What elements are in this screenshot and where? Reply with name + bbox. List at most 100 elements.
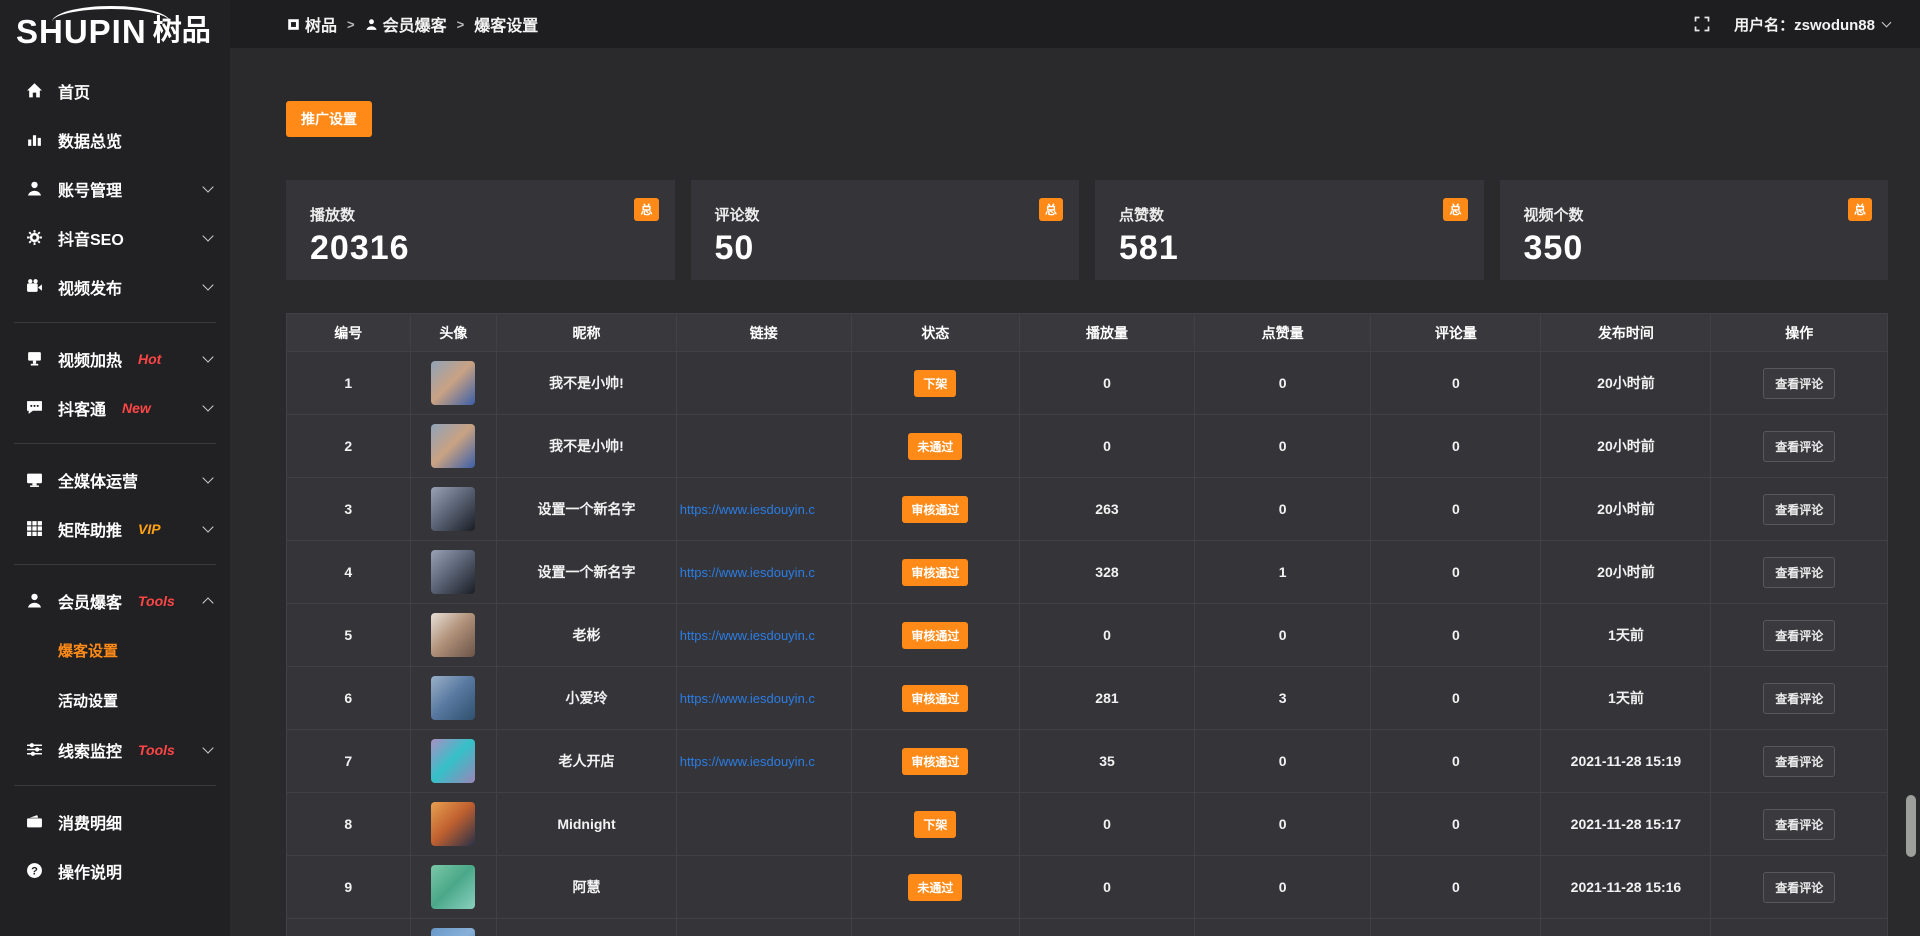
menu-divider	[14, 322, 216, 323]
cell-likes: 0	[1193, 855, 1372, 919]
cell-id: 6	[286, 666, 411, 730]
user-icon	[365, 18, 378, 31]
monitor-icon	[26, 471, 43, 488]
app-logo[interactable]: SHUPIN 树品	[0, 0, 230, 62]
avatar[interactable]	[431, 676, 476, 720]
cell-plays: 35	[1019, 729, 1195, 793]
view-comments-button[interactable]: 查看评论	[1763, 808, 1836, 840]
sidebar-item-矩阵助推[interactable]: 矩阵助推 VIP	[0, 504, 230, 553]
view-comments-button[interactable]: 查看评论	[1763, 556, 1836, 588]
sidebar-item-label: 消费明细	[58, 815, 123, 833]
breadcrumb-label: 树品	[305, 18, 338, 35]
total-badge: 总	[1443, 198, 1468, 221]
sidebar-item-label: 全媒体运营	[58, 473, 139, 491]
avatar[interactable]	[431, 424, 476, 468]
cell-status: 审核通过	[850, 666, 1021, 730]
sidebar-item-会员爆客[interactable]: 会员爆客 Tools	[0, 576, 230, 625]
sidebar-subitem-爆客设置[interactable]: 爆客设置	[58, 642, 119, 660]
view-comments-button[interactable]: 查看评论	[1763, 682, 1836, 714]
view-comments-button[interactable]: 查看评论	[1763, 430, 1836, 462]
sidebar-item-视频发布[interactable]: 视频发布	[0, 262, 230, 311]
cell-plays: 328	[1019, 540, 1195, 604]
cell-plays: 281	[1019, 666, 1195, 730]
sidebar-item-账号管理[interactable]: 账号管理	[0, 164, 230, 213]
view-comments-button[interactable]: 查看评论	[1763, 745, 1836, 777]
cell-link	[675, 855, 852, 919]
sidebar-item-抖音SEO[interactable]: 抖音SEO	[0, 213, 230, 262]
cell-nickname	[496, 918, 677, 936]
cell-time: 20小时前	[1540, 414, 1712, 478]
sidebar-subitem-活动设置[interactable]: 活动设置	[58, 692, 119, 710]
avatar[interactable]	[431, 865, 476, 909]
cell-status: 下架	[850, 792, 1021, 856]
video-link[interactable]: https://www.iesdouyin.c	[679, 564, 815, 580]
cell-id: 1	[286, 351, 411, 415]
cell-status: 审核通过	[850, 540, 1021, 604]
view-comments-button[interactable]: 查看评论	[1763, 871, 1836, 903]
table-row	[286, 918, 1888, 936]
user-icon	[26, 592, 43, 609]
chevron-down-icon	[202, 520, 214, 533]
cell-likes: 0	[1193, 477, 1372, 541]
video-link[interactable]: https://www.iesdouyin.c	[679, 501, 815, 517]
sidebar-item-首页[interactable]: 首页	[0, 66, 230, 115]
cell-avatar	[409, 540, 498, 604]
fullscreen-icon[interactable]	[1694, 16, 1710, 32]
chat-icon	[26, 399, 43, 416]
sidebar-item-全媒体运营[interactable]: 全媒体运营	[0, 455, 230, 504]
table-row: 3 设置一个新名字 https://www.iesdouyin.c 审核通过 263 0 0…	[286, 477, 1888, 541]
chevron-down-icon	[202, 350, 214, 363]
cell-time: 2021-11-28 15:17	[1540, 792, 1712, 856]
cell-link: https://www.iesdouyin.c	[675, 666, 852, 730]
breadcrumb-item-爆客设置[interactable]: 爆客设置	[474, 12, 538, 36]
stat-card-评论数: 评论数 50 总	[690, 180, 1079, 280]
cell-nickname: Midnight	[496, 792, 677, 856]
scrollbar-thumb[interactable]	[1906, 795, 1916, 857]
status-badge: 审核通过	[902, 684, 969, 712]
avatar[interactable]	[431, 550, 476, 594]
stat-card-播放数: 播放数 20316 总	[286, 180, 675, 280]
cell-action: 查看评论	[1710, 792, 1888, 856]
sidebar-item-label: 会员爆客	[58, 594, 123, 612]
breadcrumb-separator: >	[347, 16, 355, 32]
view-comments-button[interactable]: 查看评论	[1763, 367, 1836, 399]
sidebar-item-线索监控[interactable]: 线索监控 Tools	[0, 725, 230, 774]
avatar[interactable]	[431, 739, 476, 783]
cell-comments: 0	[1370, 729, 1542, 793]
cell-status: 下架	[850, 351, 1021, 415]
cell-action: 查看评论	[1710, 666, 1888, 730]
breadcrumb: 树品 > 会员爆客 > 爆客设置	[287, 12, 538, 36]
cell-id: 2	[286, 414, 411, 478]
cell-link	[675, 792, 852, 856]
sidebar-item-label: 抖音SEO	[58, 231, 124, 249]
sidebar-item-操作说明[interactable]: ? 操作说明	[0, 846, 230, 895]
promo-settings-button[interactable]: 推广设置	[286, 101, 372, 137]
video-link[interactable]: https://www.iesdouyin.c	[679, 753, 815, 769]
stat-label: 视频个数	[1523, 207, 1584, 224]
breadcrumb-item-树品[interactable]: 树品	[287, 12, 337, 36]
avatar[interactable]	[431, 802, 476, 846]
sidebar-item-数据总览[interactable]: 数据总览	[0, 115, 230, 164]
question-icon: ?	[26, 862, 43, 879]
view-comments-button[interactable]: 查看评论	[1763, 619, 1836, 651]
sidebar-item-抖客通[interactable]: 抖客通 New	[0, 383, 230, 432]
cell-nickname: 小爱玲	[496, 666, 677, 730]
avatar[interactable]	[431, 361, 476, 405]
username-menu[interactable]: 用户名：zswodun88	[1734, 14, 1892, 35]
cell-time: 20小时前	[1540, 540, 1712, 604]
cell-action: 查看评论	[1710, 414, 1888, 478]
avatar[interactable]	[431, 487, 476, 531]
sidebar-item-视频加热[interactable]: 视频加热 Hot	[0, 334, 230, 383]
avatar[interactable]	[431, 613, 476, 657]
cell-id: 8	[286, 792, 411, 856]
breadcrumb-item-会员爆客[interactable]: 会员爆客	[365, 12, 447, 36]
stats-row: 播放数 20316 总 评论数 50 总 点赞数 581 总 视频个数 350 总	[286, 180, 1888, 280]
view-comments-button[interactable]: 查看评论	[1763, 493, 1836, 525]
cell-action	[1710, 918, 1888, 936]
column-header-播放量: 播放量	[1019, 313, 1195, 352]
avatar[interactable]	[431, 928, 476, 936]
video-link[interactable]: https://www.iesdouyin.c	[679, 627, 815, 643]
sidebar-item-消费明细[interactable]: 消费明细	[0, 797, 230, 846]
cell-status: 审核通过	[850, 729, 1021, 793]
video-link[interactable]: https://www.iesdouyin.c	[679, 690, 815, 706]
